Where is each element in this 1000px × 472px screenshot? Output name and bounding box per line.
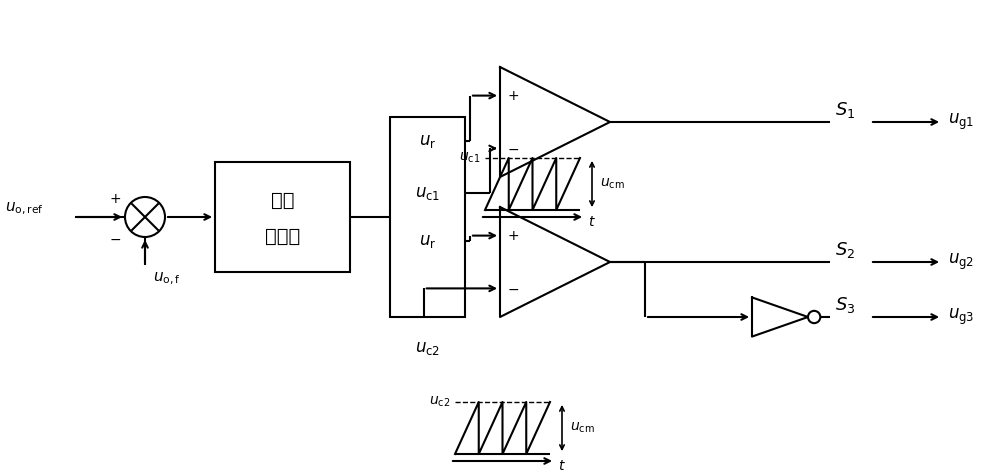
Text: $S_2$: $S_2$ [835,240,855,260]
Text: $u_\mathrm{g3}$: $u_\mathrm{g3}$ [948,307,974,327]
Text: 控制器: 控制器 [265,228,300,246]
Text: $u_\mathrm{c2}$: $u_\mathrm{c2}$ [429,395,450,409]
Text: $+$: $+$ [109,192,121,206]
Text: $u_\mathrm{cm}$: $u_\mathrm{cm}$ [600,177,625,191]
Text: $+$: $+$ [507,228,519,243]
Text: $+$: $+$ [507,89,519,102]
Text: $-$: $-$ [507,142,519,155]
Text: $u_\mathrm{o,f}$: $u_\mathrm{o,f}$ [153,271,181,287]
Text: $S_3$: $S_3$ [835,295,855,315]
Text: $u_\mathrm{o,ref}$: $u_\mathrm{o,ref}$ [5,201,44,217]
Text: $u_\mathrm{c2}$: $u_\mathrm{c2}$ [415,339,440,357]
Text: $u_\mathrm{g2}$: $u_\mathrm{g2}$ [948,252,974,272]
Text: $-$: $-$ [507,281,519,295]
Text: $S_1$: $S_1$ [835,100,855,120]
Text: $u_\mathrm{c1}$: $u_\mathrm{c1}$ [459,151,480,165]
Text: $t$: $t$ [558,459,566,472]
Text: $u_\mathrm{cm}$: $u_\mathrm{cm}$ [570,421,595,435]
Text: $t$: $t$ [588,215,596,229]
Text: $u_\mathrm{r}$: $u_\mathrm{r}$ [419,232,436,250]
Text: $u_\mathrm{g1}$: $u_\mathrm{g1}$ [948,112,974,132]
Text: 电压: 电压 [271,191,294,210]
Bar [390,117,465,317]
Bar [215,162,350,272]
Text: $u_\mathrm{r}$: $u_\mathrm{r}$ [419,132,436,150]
Text: $-$: $-$ [109,232,121,246]
Text: $u_\mathrm{c1}$: $u_\mathrm{c1}$ [415,184,440,202]
